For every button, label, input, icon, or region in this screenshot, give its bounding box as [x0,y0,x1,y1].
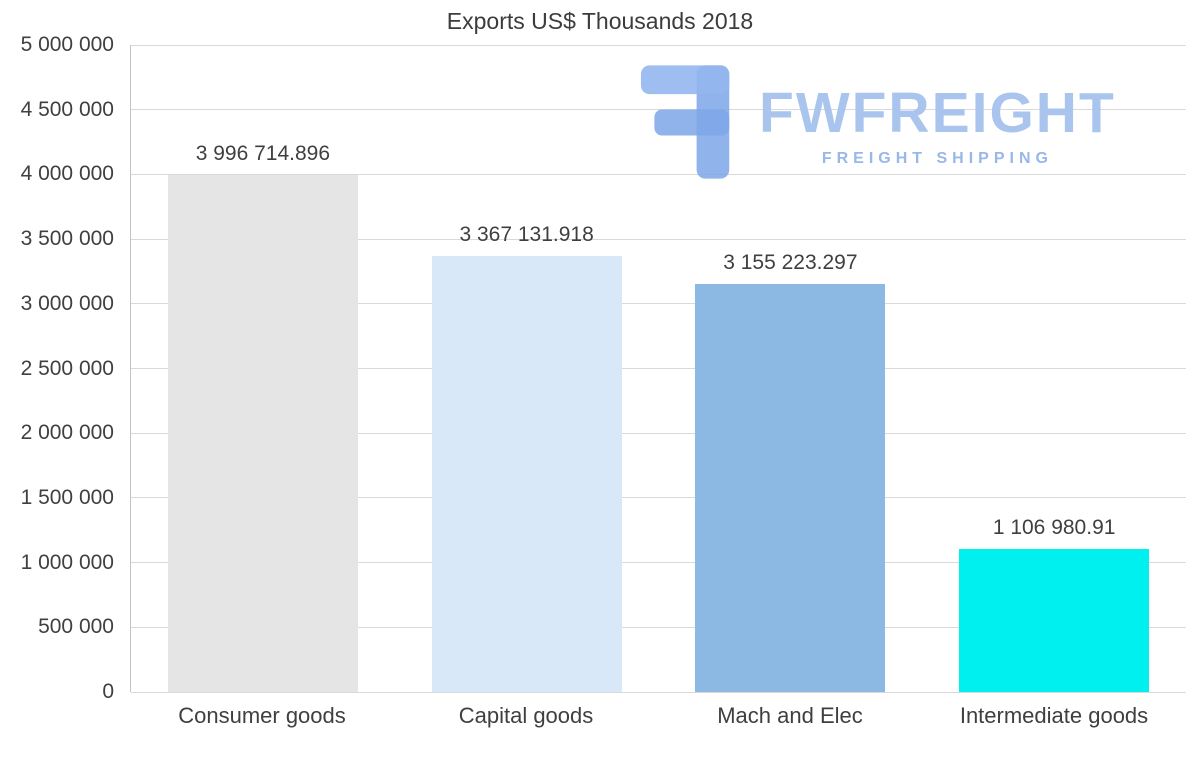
y-axis: 5 000 000 4 500 000 4 000 000 3 500 000 3 00… [0,33,130,703]
y-tick-label: 4 000 000 [20,162,114,186]
y-tick-label: 2 000 000 [20,421,114,445]
x-axis-label-consumer-goods: Consumer goods [178,703,346,728]
bar-slot-mach-and-elec: 3 155 223.297 [659,45,923,692]
gridline [131,626,1186,628]
bar-slot-consumer-goods: 3 996 714.896 [131,45,395,692]
y-tick-label: 3 500 000 [20,227,114,251]
chart-title: Exports US$ Thousands 2018 [446,8,754,34]
x-axis-label-mach-and-elec: Mach and Elec [717,703,863,728]
bar-capital-goods [431,256,622,692]
bar-consumer-goods [167,174,358,692]
bar-intermediate-goods [959,548,1150,692]
gridline [131,303,1186,305]
gridline [131,691,1186,693]
x-axis-labels: Consumer goods Capital goods Mach and Elec… [130,703,1186,729]
gridline [131,562,1186,564]
gridline [131,44,1186,46]
bar-mach-and-elec [695,283,886,692]
bar-slot-capital-goods: 3 367 131.918 [395,45,659,692]
bars-container: 3 996 714.896 3 367 131.918 3 155 223.297 1… [131,45,1186,692]
y-tick-label: 0 [102,680,114,703]
gridline [131,368,1186,369]
gridline [131,238,1186,240]
bar-value-label: 1 106 980.91 [992,515,1116,539]
bar-value-label: 3 996 714.896 [195,141,331,165]
y-tick-label: 500 000 [38,615,114,639]
bar-value-label: 3 367 131.918 [459,223,594,247]
gridline [131,497,1186,499]
plot-area: FWFREIGHT FREIGHT SHIPPING 3 996 714.896… [130,44,1186,693]
gridline [131,432,1186,434]
x-axis-label-intermediate-goods: Intermediate goods [959,703,1149,728]
bar-value-label: 3 155 223.297 [723,250,858,274]
gridline [131,173,1186,175]
y-tick-label: 1 500 000 [20,485,114,509]
y-tick-label: 5 000 000 [20,33,114,56]
y-tick-label: 1 000 000 [20,550,114,574]
bar-slot-intermediate-goods: 1 106 980.91 [922,45,1186,692]
y-tick-label: 4 500 000 [20,97,114,121]
y-tick-label: 3 000 000 [20,291,114,315]
y-tick-label: 2 500 000 [20,356,114,380]
x-axis-label-capital-goods: Capital goods [458,703,594,728]
